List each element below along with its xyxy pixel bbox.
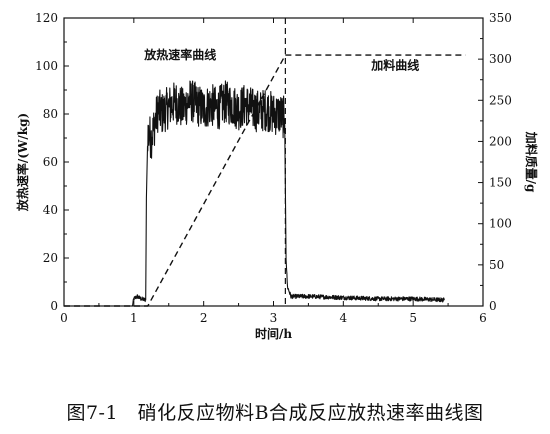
x-tick-label: 4 [340,311,348,325]
left-y-tick-label: 20 [43,251,58,265]
feed-curve-annotation: 加料曲线 [370,58,419,73]
heat-curve-annotation: 放热速率曲线 [143,47,216,62]
figure-caption: 图7-1 硝化反应物料B合成反应放热速率曲线图 [66,402,484,424]
left-y-tick-label: 60 [43,155,58,169]
chart: 0 1 2 3 4 5 6 0 20 40 60 80 100 120 0 50 100 150 200 250 3… [15,11,539,341]
right-y-tick-label: 150 [489,176,512,190]
heat-release-rate-line [131,80,445,307]
feed-mass-line [64,54,466,307]
left-y-axis-ticks: 0 20 40 60 80 100 120 [35,11,69,313]
plot-border [63,17,484,307]
left-y-tick-label: 80 [43,107,58,121]
x-tick-label: 6 [479,311,487,325]
left-y-tick-label: 40 [43,203,58,217]
plot-frame [63,17,484,307]
right-y-tick-label: 100 [489,217,512,231]
x-tick-label: 1 [130,311,138,325]
right-y-tick-label: 50 [489,258,504,272]
right-y-axis-label: 加料质量/g [524,131,539,193]
right-y-tick-label: 0 [489,299,497,313]
left-y-tick-label: 120 [35,11,58,25]
right-y-tick-label: 350 [489,11,512,25]
right-y-tick-label: 250 [489,93,512,107]
left-y-tick-label: 0 [50,299,58,313]
x-tick-label: 5 [409,311,417,325]
series-layer [64,18,466,307]
left-y-axis-label: 放热速率/(W/kg) [15,113,30,212]
right-y-tick-label: 300 [489,52,512,66]
right-y-axis-ticks: 0 50 100 150 200 250 300 350 [478,11,512,313]
x-tick-label: 0 [60,311,68,325]
left-y-tick-label: 100 [35,59,58,73]
x-axis-ticks: 0 1 2 3 4 5 6 [60,18,487,325]
x-tick-label: 3 [270,311,278,325]
x-axis-label: 时间/h [255,326,292,341]
x-tick-label: 2 [200,311,208,325]
right-y-tick-label: 200 [489,134,512,148]
